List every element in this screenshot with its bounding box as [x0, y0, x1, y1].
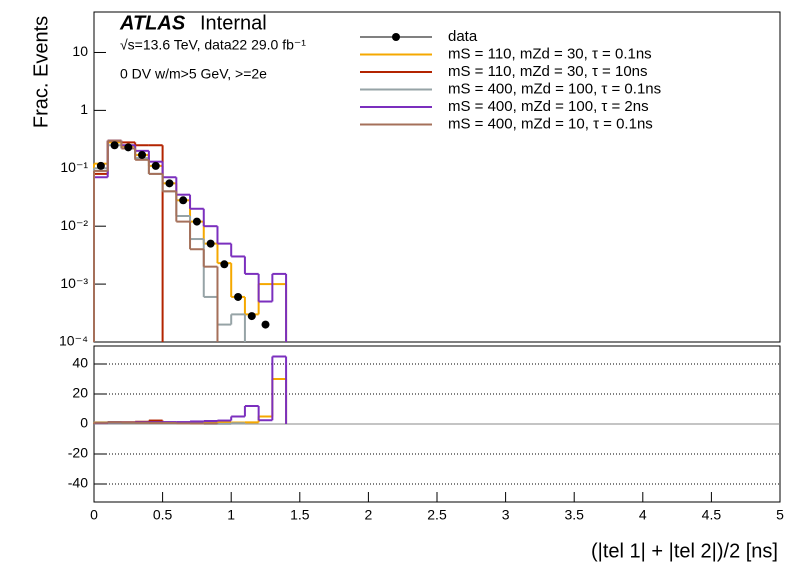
annotation: 0 DV w/m>5 GeV, >=2e — [120, 66, 267, 82]
data-point — [234, 292, 243, 301]
x-tick-label: 0 — [90, 507, 98, 523]
x-tick-label: 5 — [776, 507, 784, 523]
data-point — [138, 150, 147, 159]
y-axis-label: Frac. Events — [30, 16, 52, 128]
data-point — [206, 239, 215, 248]
legend-label: mS = 400, mZd = 10, τ = 0.1ns — [448, 115, 653, 132]
y-tick-label: 1 — [80, 101, 88, 117]
data-point — [192, 217, 201, 226]
data-point — [96, 161, 105, 170]
legend-label: data — [448, 28, 478, 45]
x-tick-label: 0.5 — [153, 507, 173, 523]
data-point — [124, 143, 133, 152]
x-axis-label: (|tel 1| + |tel 2|)/2 [ns] — [591, 540, 778, 562]
data-point — [165, 179, 174, 188]
legend-label: mS = 110, mZd = 30, τ = 10ns — [448, 63, 648, 80]
x-tick-label: 3 — [502, 507, 510, 523]
data-point — [151, 161, 160, 170]
atlas-label: ATLAS — [119, 12, 186, 34]
y-tick-label: 10 — [72, 43, 88, 59]
annotation: √s=13.6 TeV, data22 29.0 fb⁻¹ — [120, 37, 306, 53]
top-frame — [93, 11, 781, 343]
y-tick-label: 10⁻³ — [60, 275, 88, 291]
y-tick-label: 0 — [80, 415, 88, 431]
data-point — [247, 312, 256, 321]
y-tick-label: 40 — [72, 355, 88, 371]
y-tick-label: 10⁻² — [60, 217, 88, 233]
legend-label: mS = 400, mZd = 100, τ = 0.1ns — [448, 80, 661, 97]
y-tick-label: 20 — [72, 385, 88, 401]
y-tick-label: -20 — [68, 445, 88, 461]
x-tick-label: 2 — [365, 507, 373, 523]
x-tick-label: 1.5 — [290, 507, 310, 523]
y-tick-label: 10⁻¹ — [60, 159, 88, 175]
legend-label: mS = 110, mZd = 30, τ = 0.1ns — [448, 45, 652, 62]
data-point — [110, 141, 119, 150]
y-tick-label: 10⁻⁴ — [59, 333, 88, 349]
data-point — [179, 196, 188, 205]
data-point — [261, 320, 270, 329]
x-tick-label: 4 — [639, 507, 647, 523]
data-point — [220, 260, 229, 269]
x-tick-label: 3.5 — [564, 507, 584, 523]
x-tick-label: 2.5 — [427, 507, 447, 523]
atlas-status: Internal — [200, 12, 267, 34]
legend-label: mS = 400, mZd = 100, τ = 2ns — [448, 98, 649, 115]
x-tick-label: 4.5 — [702, 507, 722, 523]
y-tick-label: -40 — [68, 475, 88, 491]
legend-marker — [392, 33, 400, 41]
x-tick-label: 1 — [227, 507, 235, 523]
